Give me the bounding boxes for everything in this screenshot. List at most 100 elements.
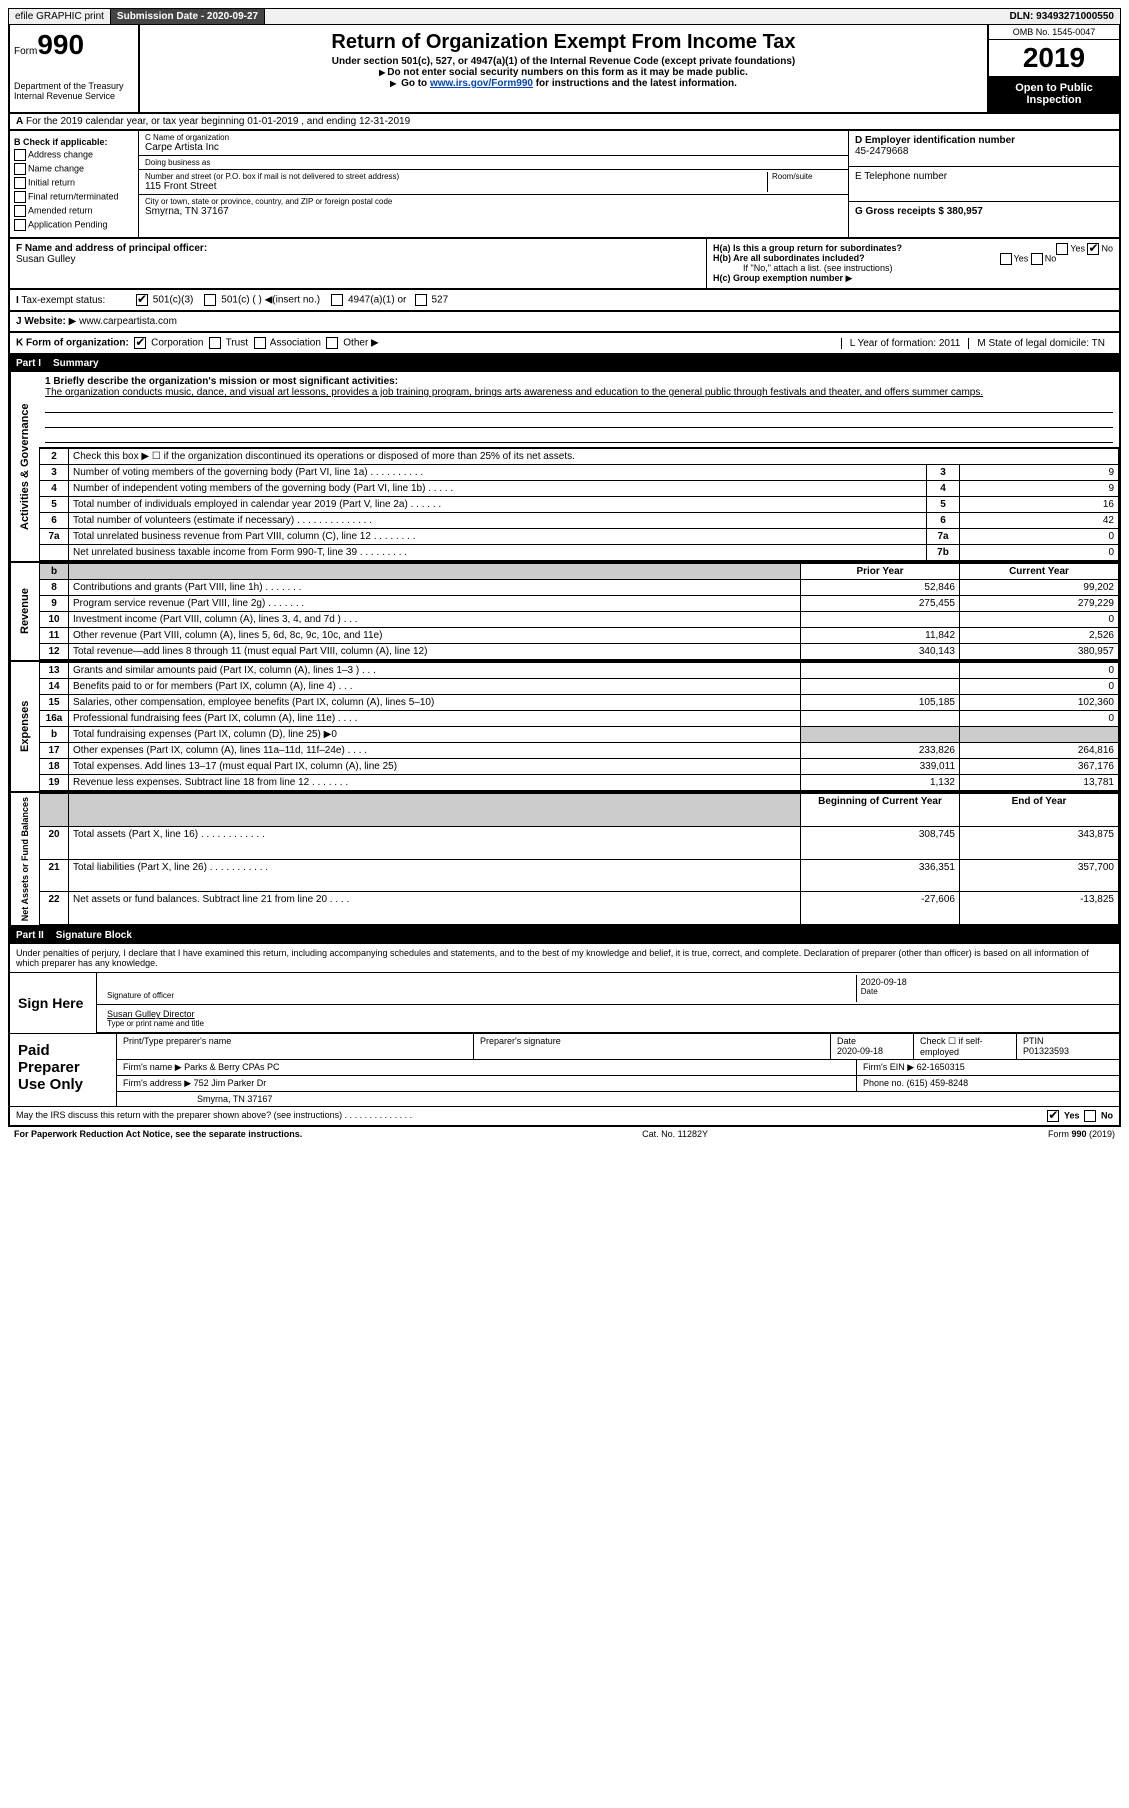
firm-phone: (615) 459-8248 — [907, 1078, 969, 1088]
expenses-table: 13Grants and similar amounts paid (Part … — [39, 662, 1119, 791]
form-header: Form990 Department of the Treasury Inter… — [8, 25, 1121, 114]
table-row: 19Revenue less expenses. Subtract line 1… — [40, 775, 1119, 791]
form-number: 990 — [37, 29, 84, 60]
sub3-pre: Go to — [401, 78, 430, 89]
cb-name-change[interactable]: Name change — [14, 163, 134, 175]
city-value: Smyrna, TN 37167 — [145, 206, 842, 217]
footer-left: For Paperwork Reduction Act Notice, see … — [14, 1129, 302, 1139]
table-row: 18Total expenses. Add lines 13–17 (must … — [40, 759, 1119, 775]
col-c-name-address: C Name of organizationCarpe Artista Inc … — [139, 131, 848, 237]
firm-ein: 62-1650315 — [917, 1062, 965, 1072]
state-domicile: M State of legal domicile: TN — [968, 338, 1113, 349]
governance-table: 2Check this box ▶ ☐ if the organization … — [39, 448, 1119, 561]
table-row: 21Total liabilities (Part X, line 26) . … — [40, 859, 1119, 892]
ptin-value: P01323593 — [1023, 1046, 1113, 1056]
table-row: 16aProfessional fundraising fees (Part I… — [40, 711, 1119, 727]
tax-year-text: For the 2019 calendar year, or tax year … — [26, 116, 410, 127]
col-defg: D Employer identification number45-24796… — [848, 131, 1119, 237]
form-label: Form — [14, 46, 37, 57]
side-label-activities: Activities & Governance — [10, 372, 39, 561]
table-row: 8Contributions and grants (Part VIII, li… — [40, 580, 1119, 596]
typed-name: Susan Gulley Director — [107, 1009, 1109, 1019]
table-row: Net unrelated business taxable income fr… — [40, 545, 1119, 561]
hc-label: H(c) Group exemption number — [713, 273, 843, 283]
cb-discuss-no[interactable] — [1084, 1110, 1096, 1122]
discuss-row: May the IRS discuss this return with the… — [10, 1106, 1119, 1125]
part-2-header: Part II Signature Block — [8, 927, 1121, 944]
cb-trust[interactable] — [209, 337, 221, 349]
table-row: 7aTotal unrelated business revenue from … — [40, 529, 1119, 545]
table-row: 12Total revenue—add lines 8 through 11 (… — [40, 644, 1119, 660]
table-row: 13Grants and similar amounts paid (Part … — [40, 663, 1119, 679]
city-label: City or town, state or province, country… — [145, 197, 842, 206]
paid-preparer-row: Paid Preparer Use Only Print/Type prepar… — [10, 1033, 1119, 1106]
table-row: 17Other expenses (Part IX, column (A), l… — [40, 743, 1119, 759]
line-2: Check this box ▶ ☐ if the organization d… — [69, 449, 1119, 465]
dba-label: Doing business as — [145, 158, 842, 167]
header-title-area: Return of Organization Exempt From Incom… — [140, 25, 987, 112]
sign-here-row: Sign Here Signature of officer 2020-09-1… — [10, 973, 1119, 1033]
col-b-checkboxes: B Check if applicable: Address change Na… — [10, 131, 139, 237]
sign-here-label: Sign Here — [10, 973, 97, 1033]
cb-discuss-yes[interactable] — [1047, 1110, 1059, 1122]
mission-text: The organization conducts music, dance, … — [45, 387, 1113, 398]
netassets-table: Beginning of Current YearEnd of Year 20T… — [39, 793, 1119, 925]
row-f-h: F Name and address of principal officer:… — [8, 239, 1121, 290]
dln: DLN: 93493271000550 — [1003, 9, 1120, 24]
footer-center: Cat. No. 11282Y — [642, 1129, 708, 1139]
website-row: J Website: ▶ www.carpeartista.com — [8, 312, 1121, 333]
room-label: Room/suite — [772, 172, 842, 181]
sub3-post: for instructions and the latest informat… — [533, 78, 737, 89]
sig-date: 2020-09-18 — [861, 977, 1109, 987]
cb-application-pending[interactable]: Application Pending — [14, 219, 134, 231]
cb-association[interactable] — [254, 337, 266, 349]
tax-year-row: A For the 2019 calendar year, or tax yea… — [8, 114, 1121, 131]
cb-final-return[interactable]: Final return/terminated — [14, 191, 134, 203]
paid-prep-label: Paid Preparer Use Only — [10, 1034, 117, 1106]
cb-other[interactable] — [326, 337, 338, 349]
org-name: Carpe Artista Inc — [145, 142, 842, 153]
side-label-expenses: Expenses — [10, 662, 39, 791]
subtitle-1: Under section 501(c), 527, or 4947(a)(1)… — [148, 56, 979, 67]
table-row: 9Program service revenue (Part VIII, lin… — [40, 596, 1119, 612]
revenue-section: Revenue bPrior YearCurrent Year 8Contrib… — [8, 563, 1121, 662]
cb-corporation[interactable] — [134, 337, 146, 349]
col-b-label: B Check if applicable: — [14, 137, 108, 147]
signature-block: Under penalties of perjury, I declare th… — [8, 944, 1121, 1127]
mission-box: 1 Briefly describe the organization's mi… — [39, 372, 1119, 448]
public-inspection: Open to Public Inspection — [989, 76, 1119, 112]
subtitle-3: Go to www.irs.gov/Form990 for instructio… — [148, 78, 979, 89]
efile-label[interactable]: efile GRAPHIC print — [9, 9, 111, 24]
footer: For Paperwork Reduction Act Notice, see … — [8, 1127, 1121, 1141]
cb-527[interactable] — [415, 294, 427, 306]
tax-year: 2019 — [989, 40, 1119, 76]
cb-501c[interactable] — [204, 294, 216, 306]
cb-501c3[interactable] — [136, 294, 148, 306]
table-row: 14Benefits paid to or for members (Part … — [40, 679, 1119, 695]
ein-value: 45-2479668 — [855, 146, 1113, 157]
instructions-link[interactable]: www.irs.gov/Form990 — [430, 78, 533, 89]
topbar: efile GRAPHIC print Submission Date - 20… — [8, 8, 1121, 25]
org-name-label: C Name of organization — [145, 133, 842, 142]
header-right: OMB No. 1545-0047 2019 Open to Public In… — [987, 25, 1119, 112]
ha-label: H(a) Is this a group return for subordin… — [713, 243, 902, 253]
table-row: 5Total number of individuals employed in… — [40, 497, 1119, 513]
perjury-declaration: Under penalties of perjury, I declare th… — [10, 944, 1119, 973]
website-value: www.carpeartista.com — [79, 316, 177, 327]
group-return-box: H(a) Is this a group return for subordin… — [707, 239, 1119, 288]
activities-governance-section: Activities & Governance 1 Briefly descri… — [8, 372, 1121, 563]
form-of-org-row: K Form of organization: Corporation Trus… — [8, 333, 1121, 355]
hb-label: H(b) Are all subordinates included? — [713, 253, 865, 263]
firm-name: Parks & Berry CPAs PC — [184, 1062, 279, 1072]
table-row: bTotal fundraising expenses (Part IX, co… — [40, 727, 1119, 743]
subtitle-2: Do not enter social security numbers on … — [148, 67, 979, 78]
cb-initial-return[interactable]: Initial return — [14, 177, 134, 189]
table-row: 20Total assets (Part X, line 16) . . . .… — [40, 826, 1119, 859]
entity-block: B Check if applicable: Address change Na… — [8, 131, 1121, 239]
cb-address-change[interactable]: Address change — [14, 149, 134, 161]
cb-amended[interactable]: Amended return — [14, 205, 134, 217]
cb-4947[interactable] — [331, 294, 343, 306]
form-number-box: Form990 Department of the Treasury Inter… — [10, 25, 140, 112]
table-row: 22Net assets or fund balances. Subtract … — [40, 892, 1119, 925]
table-row: 15Salaries, other compensation, employee… — [40, 695, 1119, 711]
